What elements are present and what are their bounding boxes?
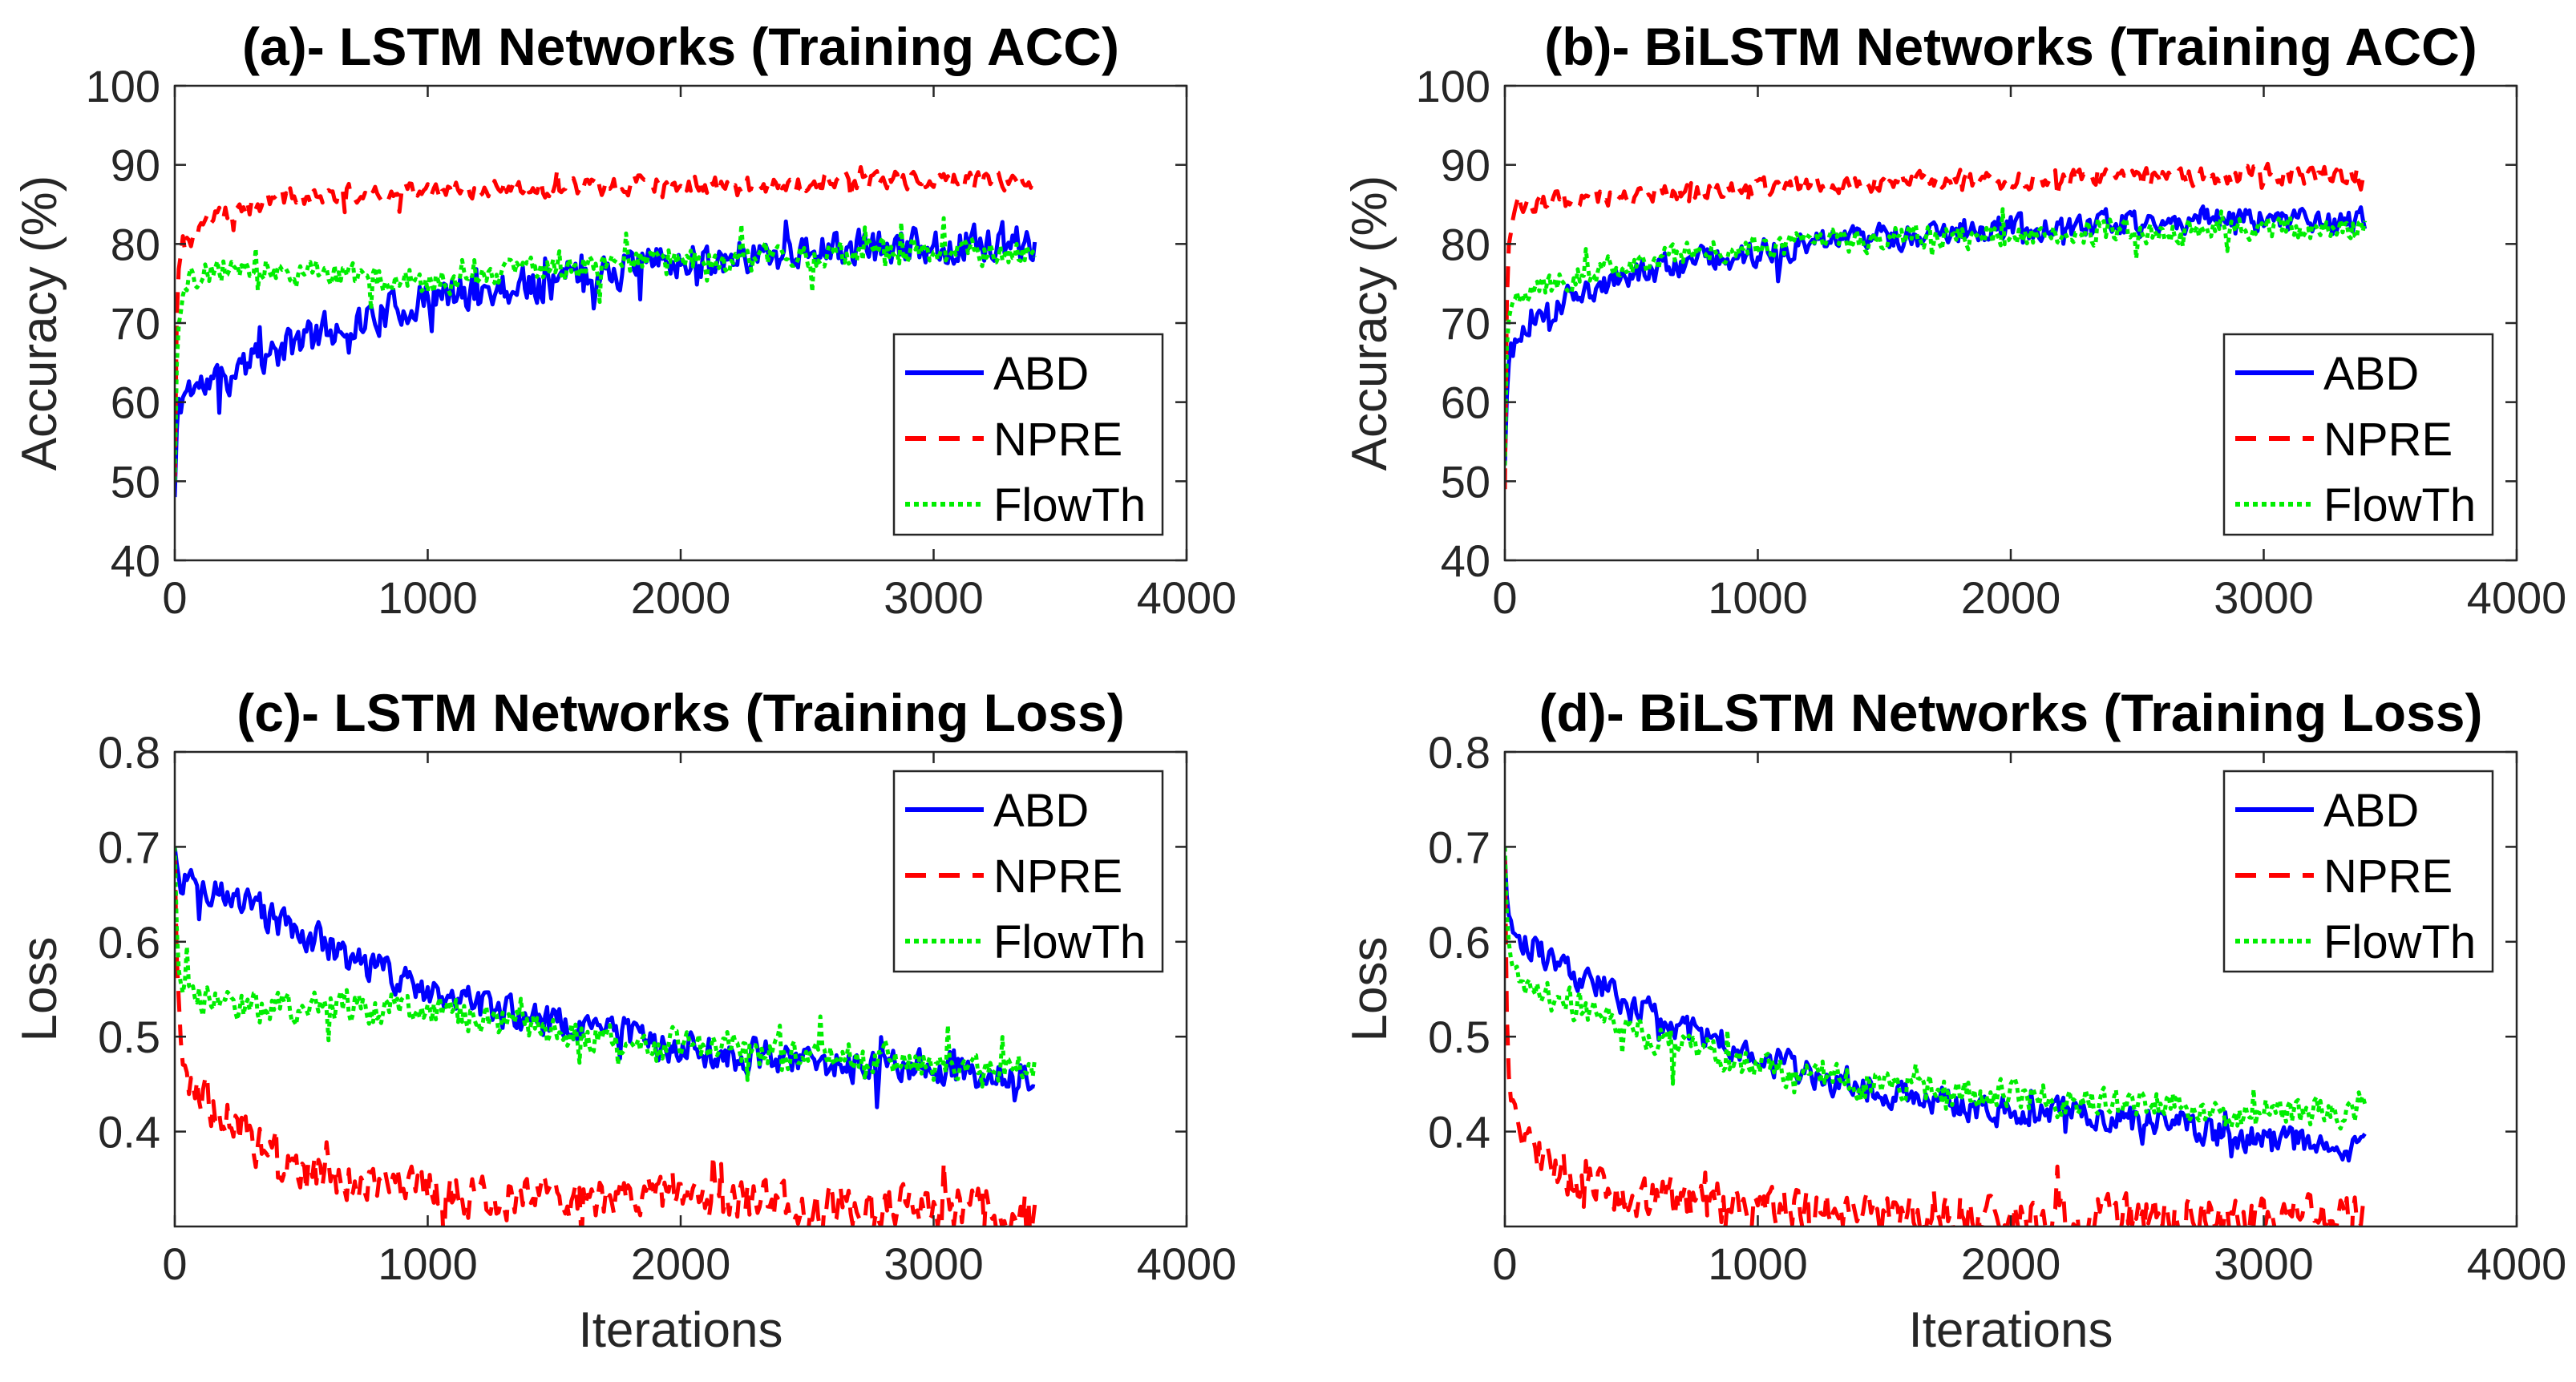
legend-label-abd: ABD bbox=[2323, 785, 2419, 837]
legend: ABD NPRE FlowTh bbox=[892, 333, 1164, 536]
y-axis-label: Accuracy (%) bbox=[12, 176, 67, 471]
y-tick-label: 0.7 bbox=[1428, 822, 1490, 872]
x-tick-label: 2000 bbox=[1961, 1239, 2061, 1289]
y-tick-label: 60 bbox=[1441, 378, 1490, 428]
legend-label-npre: NPRE bbox=[993, 414, 1122, 466]
y-tick-label: 60 bbox=[111, 378, 160, 428]
y-tick-label: 0.5 bbox=[1428, 1012, 1490, 1062]
legend-label-flowth: FlowTh bbox=[993, 479, 1146, 531]
x-tick-label: 0 bbox=[1492, 1239, 1517, 1289]
y-tick-label: 0.8 bbox=[98, 727, 160, 778]
series-lines bbox=[175, 165, 1037, 498]
y-tick-label: 80 bbox=[111, 219, 160, 269]
series-lines bbox=[1505, 161, 2368, 490]
legend-label-flowth: FlowTh bbox=[2323, 916, 2476, 968]
x-tick-label: 1000 bbox=[378, 572, 478, 623]
series-line-npre bbox=[175, 856, 1037, 1226]
series-lines bbox=[1505, 847, 2368, 1226]
legend-label-npre: NPRE bbox=[993, 851, 1122, 903]
legend-label-abd: ABD bbox=[993, 785, 1089, 837]
x-tick-label: 2000 bbox=[1961, 572, 2061, 623]
x-tick-label: 0 bbox=[1492, 572, 1517, 623]
y-tick-label: 90 bbox=[1441, 140, 1490, 191]
legend-box bbox=[892, 333, 1164, 536]
series-line-npre bbox=[1505, 856, 2368, 1226]
legend-box bbox=[2222, 333, 2494, 536]
x-axis-label: Iterations bbox=[1908, 1303, 2113, 1358]
x-tick-label: 4000 bbox=[2467, 572, 2567, 623]
y-tick-label: 90 bbox=[111, 140, 160, 191]
x-tick-label: 3000 bbox=[2214, 572, 2314, 623]
legend-label-flowth: FlowTh bbox=[2323, 479, 2476, 531]
y-tick-label: 50 bbox=[111, 456, 160, 507]
x-tick-label: 2000 bbox=[631, 1239, 731, 1289]
series-line-flowth bbox=[175, 847, 1037, 1089]
x-tick-label: 1000 bbox=[1708, 572, 1808, 623]
y-tick-label: 0.6 bbox=[1428, 917, 1490, 968]
y-tick-label: 70 bbox=[1441, 298, 1490, 349]
legend-label-npre: NPRE bbox=[2323, 851, 2453, 903]
chart-panel-b: 0 1000 2000 3000 4000 40 50 60 70 80 90 100 (b)- BiL… bbox=[1342, 17, 2566, 623]
x-tick-label: 0 bbox=[162, 1239, 187, 1289]
chart-panel-a: 0 1000 2000 3000 4000 40 50 60 70 80 90 100 (a)- LST… bbox=[12, 17, 1236, 623]
x-tick-label: 4000 bbox=[1137, 1239, 1237, 1289]
chart-panel-c: 0 1000 2000 3000 4000 0.4 0.5 0.6 0.7 0.8 (c)- LST… bbox=[12, 683, 1236, 1358]
series-line-flowth bbox=[1505, 207, 2368, 466]
y-tick-label: 0.8 bbox=[1428, 727, 1490, 778]
series-line-npre bbox=[175, 165, 1037, 482]
legend-label-abd: ABD bbox=[993, 348, 1089, 400]
x-tick-label: 4000 bbox=[1137, 572, 1237, 623]
x-axis-label: Iterations bbox=[578, 1303, 783, 1358]
legend-label-npre: NPRE bbox=[2323, 414, 2453, 466]
x-tick-label: 3000 bbox=[884, 572, 984, 623]
chart-panel-d: 0 1000 2000 3000 4000 0.4 0.5 0.6 0.7 0.8 (d)- BiL… bbox=[1342, 683, 2566, 1358]
y-tick-label: 40 bbox=[111, 535, 160, 586]
series-line-abd bbox=[175, 219, 1037, 498]
y-tick-label: 40 bbox=[1441, 535, 1490, 586]
x-tick-label: 3000 bbox=[2214, 1239, 2314, 1289]
y-axis-label: Loss bbox=[1342, 937, 1397, 1042]
legend: ABD NPRE FlowTh bbox=[2222, 333, 2494, 536]
y-tick-label: 0.6 bbox=[98, 917, 160, 968]
series-lines bbox=[175, 847, 1037, 1226]
y-tick-label: 100 bbox=[1416, 61, 1490, 111]
y-tick-label: 100 bbox=[86, 61, 160, 111]
y-tick-label: 0.4 bbox=[1428, 1107, 1490, 1158]
x-tick-label: 2000 bbox=[631, 572, 731, 623]
chart-title: (b)- BiLSTM Networks (Training ACC) bbox=[1544, 17, 2477, 76]
x-tick-label: 1000 bbox=[1708, 1239, 1808, 1289]
y-tick-label: 70 bbox=[111, 298, 160, 349]
x-tick-label: 0 bbox=[162, 572, 187, 623]
series-line-flowth bbox=[175, 216, 1037, 482]
x-tick-label: 1000 bbox=[378, 1239, 478, 1289]
y-tick-label: 80 bbox=[1441, 219, 1490, 269]
x-tick-label: 4000 bbox=[2467, 1239, 2567, 1289]
y-axis-label: Accuracy (%) bbox=[1342, 176, 1397, 471]
legend: ABD NPRE FlowTh bbox=[2222, 770, 2494, 973]
chart-title: (d)- BiLSTM Networks (Training Loss) bbox=[1539, 683, 2482, 742]
y-tick-label: 50 bbox=[1441, 456, 1490, 507]
series-line-npre bbox=[1505, 161, 2367, 490]
legend-box bbox=[892, 770, 1164, 973]
y-axis-label: Loss bbox=[12, 937, 67, 1042]
legend: ABD NPRE FlowTh bbox=[892, 770, 1164, 973]
legend-label-flowth: FlowTh bbox=[993, 916, 1146, 968]
x-tick-label: 3000 bbox=[884, 1239, 984, 1289]
legend-box bbox=[2222, 770, 2494, 973]
series-line-flowth bbox=[1505, 847, 2368, 1131]
y-tick-label: 0.7 bbox=[98, 822, 160, 872]
chart-title: (c)- LSTM Networks (Training Loss) bbox=[237, 683, 1124, 742]
y-tick-label: 0.4 bbox=[98, 1107, 160, 1158]
y-tick-label: 0.5 bbox=[98, 1012, 160, 1062]
chart-title: (a)- LSTM Networks (Training ACC) bbox=[242, 17, 1119, 76]
legend-label-abd: ABD bbox=[2323, 348, 2419, 400]
